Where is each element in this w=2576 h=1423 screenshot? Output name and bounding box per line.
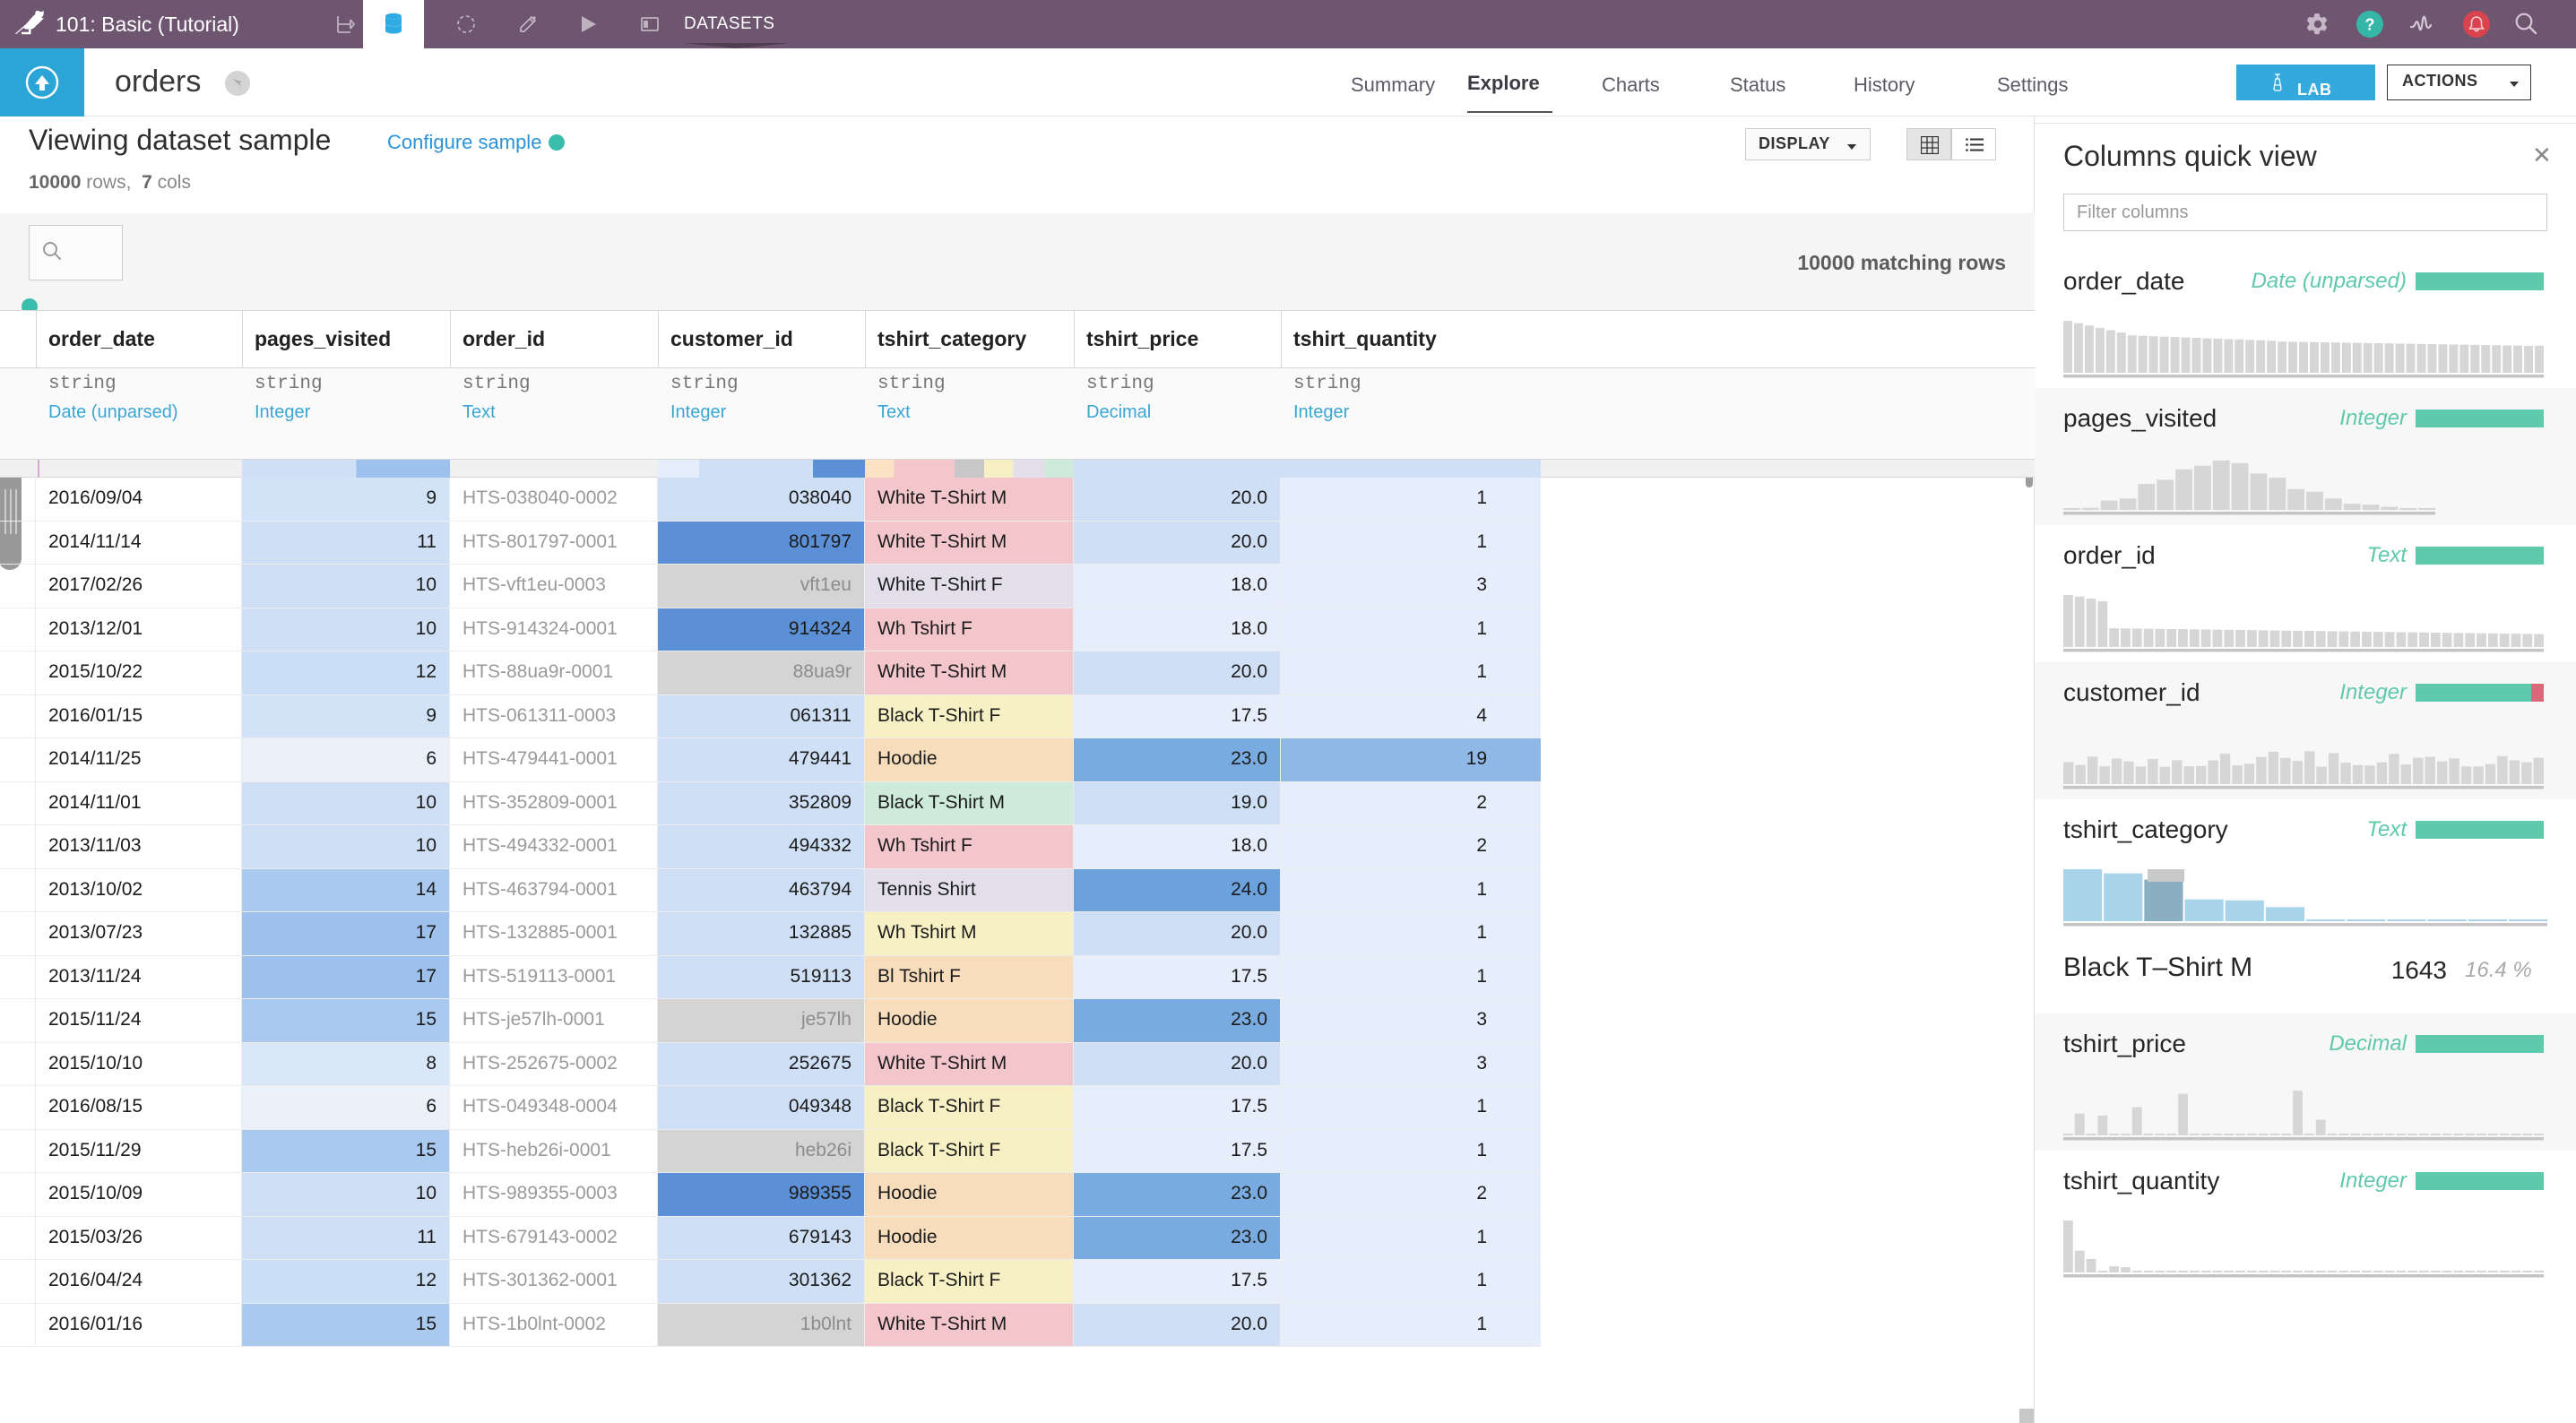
svg-text:?: ?	[2365, 16, 2375, 34]
